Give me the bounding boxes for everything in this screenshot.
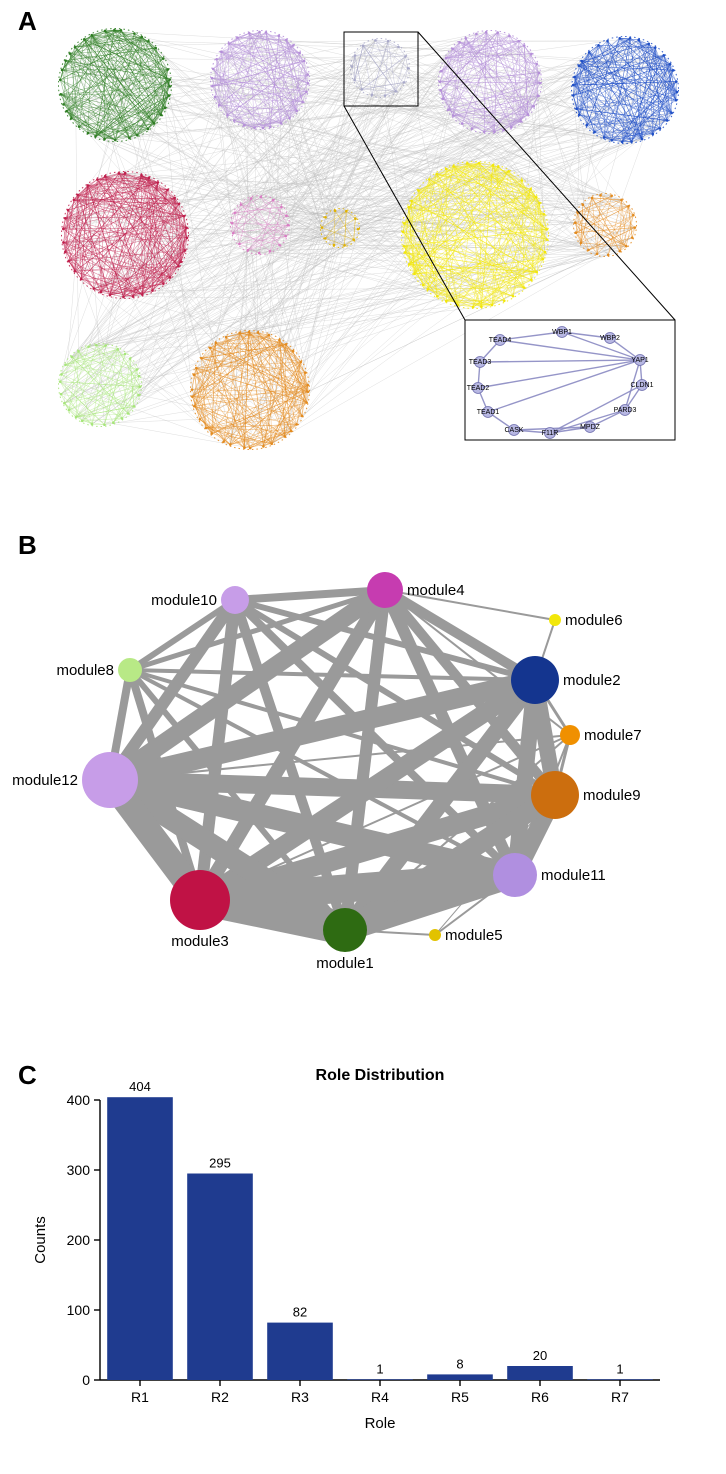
svg-text:TEAD2: TEAD2 [467, 385, 490, 392]
panel-c-bar-chart: Role Distribution 0 100 200 300 400 Counts R1 40… [0, 1060, 726, 1460]
svg-text:TEAD3: TEAD3 [469, 359, 492, 366]
svg-text:100: 100 [67, 1302, 91, 1318]
svg-text:WBP2: WBP2 [600, 335, 620, 342]
svg-text:400: 400 [67, 1092, 91, 1108]
svg-text:WBP1: WBP1 [552, 329, 572, 336]
svg-text:YAP1: YAP1 [631, 357, 648, 364]
svg-text:R3: R3 [291, 1389, 309, 1405]
svg-text:F11R: F11R [542, 430, 559, 437]
svg-text:20: 20 [533, 1348, 547, 1363]
svg-text:module3: module3 [171, 933, 229, 950]
svg-text:module1: module1 [316, 955, 374, 972]
svg-text:404: 404 [129, 1079, 151, 1094]
svg-text:CLDN1: CLDN1 [631, 382, 654, 389]
svg-text:R4: R4 [371, 1389, 389, 1405]
svg-text:module7: module7 [584, 727, 642, 744]
svg-text:Counts: Counts [32, 1216, 49, 1264]
svg-text:R2: R2 [211, 1389, 229, 1405]
svg-text:R7: R7 [611, 1389, 629, 1405]
svg-text:R1: R1 [131, 1389, 149, 1405]
svg-text:CASK: CASK [504, 427, 523, 434]
svg-text:module2: module2 [563, 672, 621, 689]
svg-text:TEAD4: TEAD4 [489, 337, 512, 344]
svg-text:82: 82 [293, 1305, 307, 1320]
svg-text:module5: module5 [445, 927, 503, 944]
svg-text:module10: module10 [151, 592, 217, 609]
svg-text:1: 1 [616, 1361, 623, 1376]
svg-text:R5: R5 [451, 1389, 469, 1405]
svg-text:Role Distribution: Role Distribution [316, 1067, 445, 1084]
svg-text:Role: Role [365, 1415, 396, 1432]
svg-text:TEAD1: TEAD1 [477, 409, 500, 416]
svg-text:module4: module4 [407, 582, 465, 599]
panel-b-module-graph: module1 module2 module3 module4 module5 modul… [0, 540, 726, 990]
svg-text:8: 8 [456, 1356, 463, 1371]
svg-text:MPDZ: MPDZ [580, 424, 601, 431]
svg-text:module12: module12 [12, 772, 78, 789]
svg-text:300: 300 [67, 1162, 91, 1178]
svg-text:module9: module9 [583, 787, 641, 804]
svg-text:module6: module6 [565, 612, 623, 629]
svg-text:R6: R6 [531, 1389, 549, 1405]
panel-a-network: TEAD4 TEAD3 TEAD2 TEAD1 CASK F11R MPDZ PARD3 CLD… [0, 10, 726, 460]
svg-text:0: 0 [82, 1372, 90, 1388]
figure: A B C TEAD4TEAD3TEAD2TEAD1CASKF11RMPDZPA… [0, 0, 726, 1474]
svg-text:module11: module11 [541, 867, 606, 884]
svg-text:200: 200 [67, 1232, 91, 1248]
svg-text:PARD3: PARD3 [614, 407, 637, 414]
svg-text:295: 295 [209, 1156, 231, 1171]
svg-text:1: 1 [376, 1361, 383, 1376]
svg-text:module8: module8 [56, 662, 114, 679]
